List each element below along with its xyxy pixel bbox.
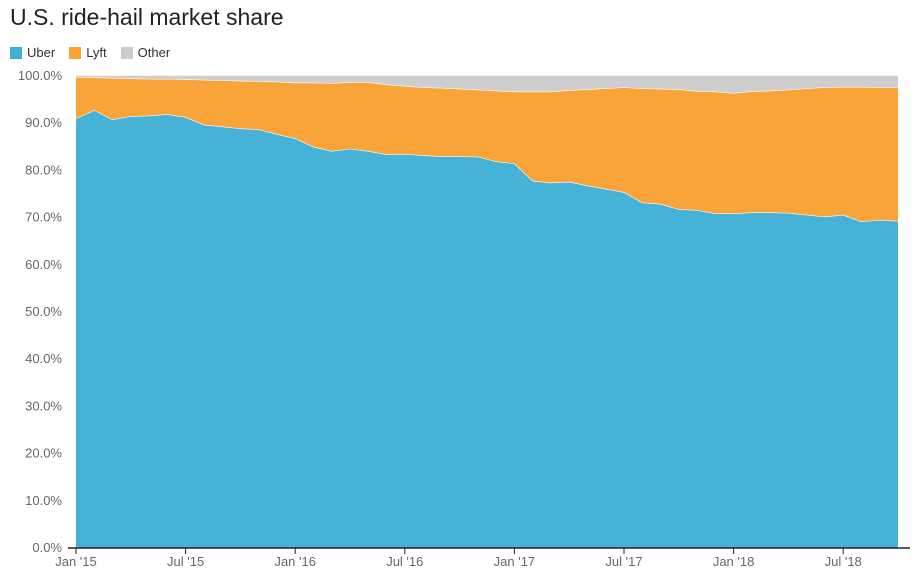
axes xyxy=(68,547,910,554)
area-series-lyft xyxy=(76,76,898,222)
legend-item-uber[interactable]: Uber xyxy=(10,45,55,60)
chart-title: U.S. ride-hail market share xyxy=(10,4,284,30)
legend: Uber Lyft Other xyxy=(10,45,184,60)
legend-item-lyft[interactable]: Lyft xyxy=(69,45,107,60)
tick-labels: 0.0% 10.0% 20.0% 30.0% 40.0% 50.0% 60.0% 70.0% 8… xyxy=(18,68,862,569)
legend-label-other: Other xyxy=(137,45,171,60)
y-tick-label: 80.0% xyxy=(25,162,62,177)
x-tick-label: Jul '17 xyxy=(605,554,642,569)
area-series-other xyxy=(76,76,898,93)
legend-swatch-lyft xyxy=(69,46,82,59)
x-tick-label: Jan '17 xyxy=(494,554,536,569)
area-series-uber xyxy=(76,109,898,548)
x-tick-label: Jan '18 xyxy=(713,554,755,569)
y-tick-label: 40.0% xyxy=(25,351,62,366)
y-tick-label: 50.0% xyxy=(25,304,62,319)
legend-swatch-other xyxy=(120,46,133,59)
y-tick-label: 0.0% xyxy=(32,540,62,555)
legend-item-other[interactable]: Other xyxy=(120,45,171,60)
x-tick-label: Jul '16 xyxy=(386,554,423,569)
x-tick-label: Jul '15 xyxy=(167,554,204,569)
legend-label-uber: Uber xyxy=(27,45,56,60)
x-tick-label: Jul '18 xyxy=(825,554,862,569)
x-tick-label: Jan '16 xyxy=(274,554,316,569)
y-tick-label: 20.0% xyxy=(25,446,62,461)
legend-label-lyft: Lyft xyxy=(86,45,107,60)
y-tick-label: 100.0% xyxy=(18,68,63,83)
legend-swatch-uber xyxy=(10,46,22,59)
y-tick-label: 10.0% xyxy=(25,493,62,508)
area-series-group xyxy=(75,76,899,548)
y-tick-label: 30.0% xyxy=(25,398,62,413)
y-tick-label: 70.0% xyxy=(25,210,62,225)
y-tick-label: 90.0% xyxy=(25,115,62,130)
x-tick-label: Jan '15 xyxy=(55,554,97,569)
y-tick-label: 60.0% xyxy=(25,257,62,272)
